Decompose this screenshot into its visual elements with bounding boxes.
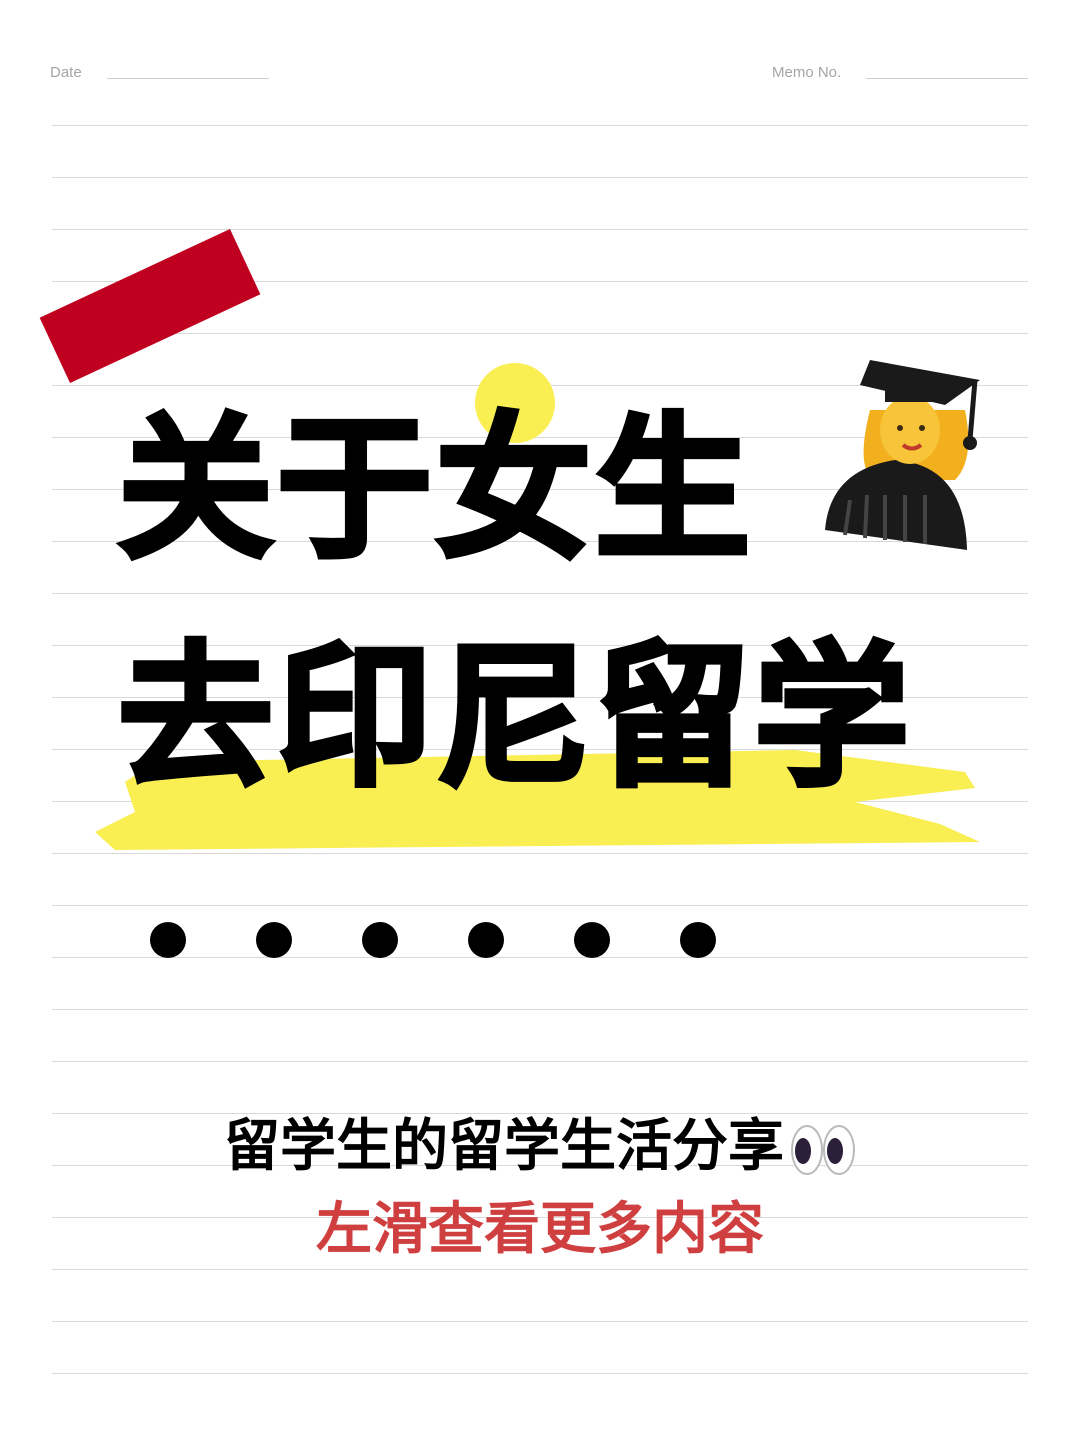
eyes-icon (791, 1124, 855, 1175)
ruled-line (52, 1113, 1028, 1114)
ruled-line (52, 1269, 1028, 1270)
date-label: Date (50, 64, 82, 81)
swipe-left-hint: 左滑查看更多内容 (316, 1197, 764, 1262)
subtitle-text: 留学生的留学生活分享 (224, 1114, 784, 1179)
ruled-line (52, 281, 1028, 282)
ruled-line (52, 1165, 1028, 1166)
ruled-line (52, 749, 1028, 750)
dot (468, 922, 504, 958)
yellow-circle-decoration (475, 363, 555, 443)
ruled-line (52, 1061, 1028, 1062)
dot (680, 922, 716, 958)
memo-line (866, 78, 1028, 79)
title-line-2: 去印尼留学 (116, 627, 913, 808)
red-tape-decoration (39, 228, 261, 384)
ruled-line (52, 489, 1028, 490)
ruled-line (52, 1321, 1028, 1322)
ruled-line (52, 697, 1028, 698)
dot (574, 922, 610, 958)
dot (362, 922, 398, 958)
dot (150, 922, 186, 958)
title-line-1: 关于女生 (116, 399, 754, 580)
ruled-line (52, 645, 1028, 646)
date-line (107, 78, 269, 79)
ruled-line (52, 229, 1028, 230)
ruled-line (52, 437, 1028, 438)
ruled-line (52, 1217, 1028, 1218)
ruled-line (52, 125, 1028, 126)
ruled-line (52, 593, 1028, 594)
yellow-highlighter-stroke (95, 750, 980, 850)
ruled-line (52, 905, 1028, 906)
woman-graduate-icon (825, 360, 980, 550)
ruled-line (52, 541, 1028, 542)
memo-label: Memo No. (772, 64, 842, 81)
ruled-line (52, 957, 1028, 958)
dot (256, 922, 292, 958)
ruled-line (52, 333, 1028, 334)
ruled-line (52, 1373, 1028, 1374)
subtitle: 留学生的留学生活分享 (0, 1115, 1080, 1179)
dots-row (150, 922, 716, 958)
ruled-line (52, 853, 1028, 854)
ruled-line (52, 1009, 1028, 1010)
ruled-line (52, 177, 1028, 178)
